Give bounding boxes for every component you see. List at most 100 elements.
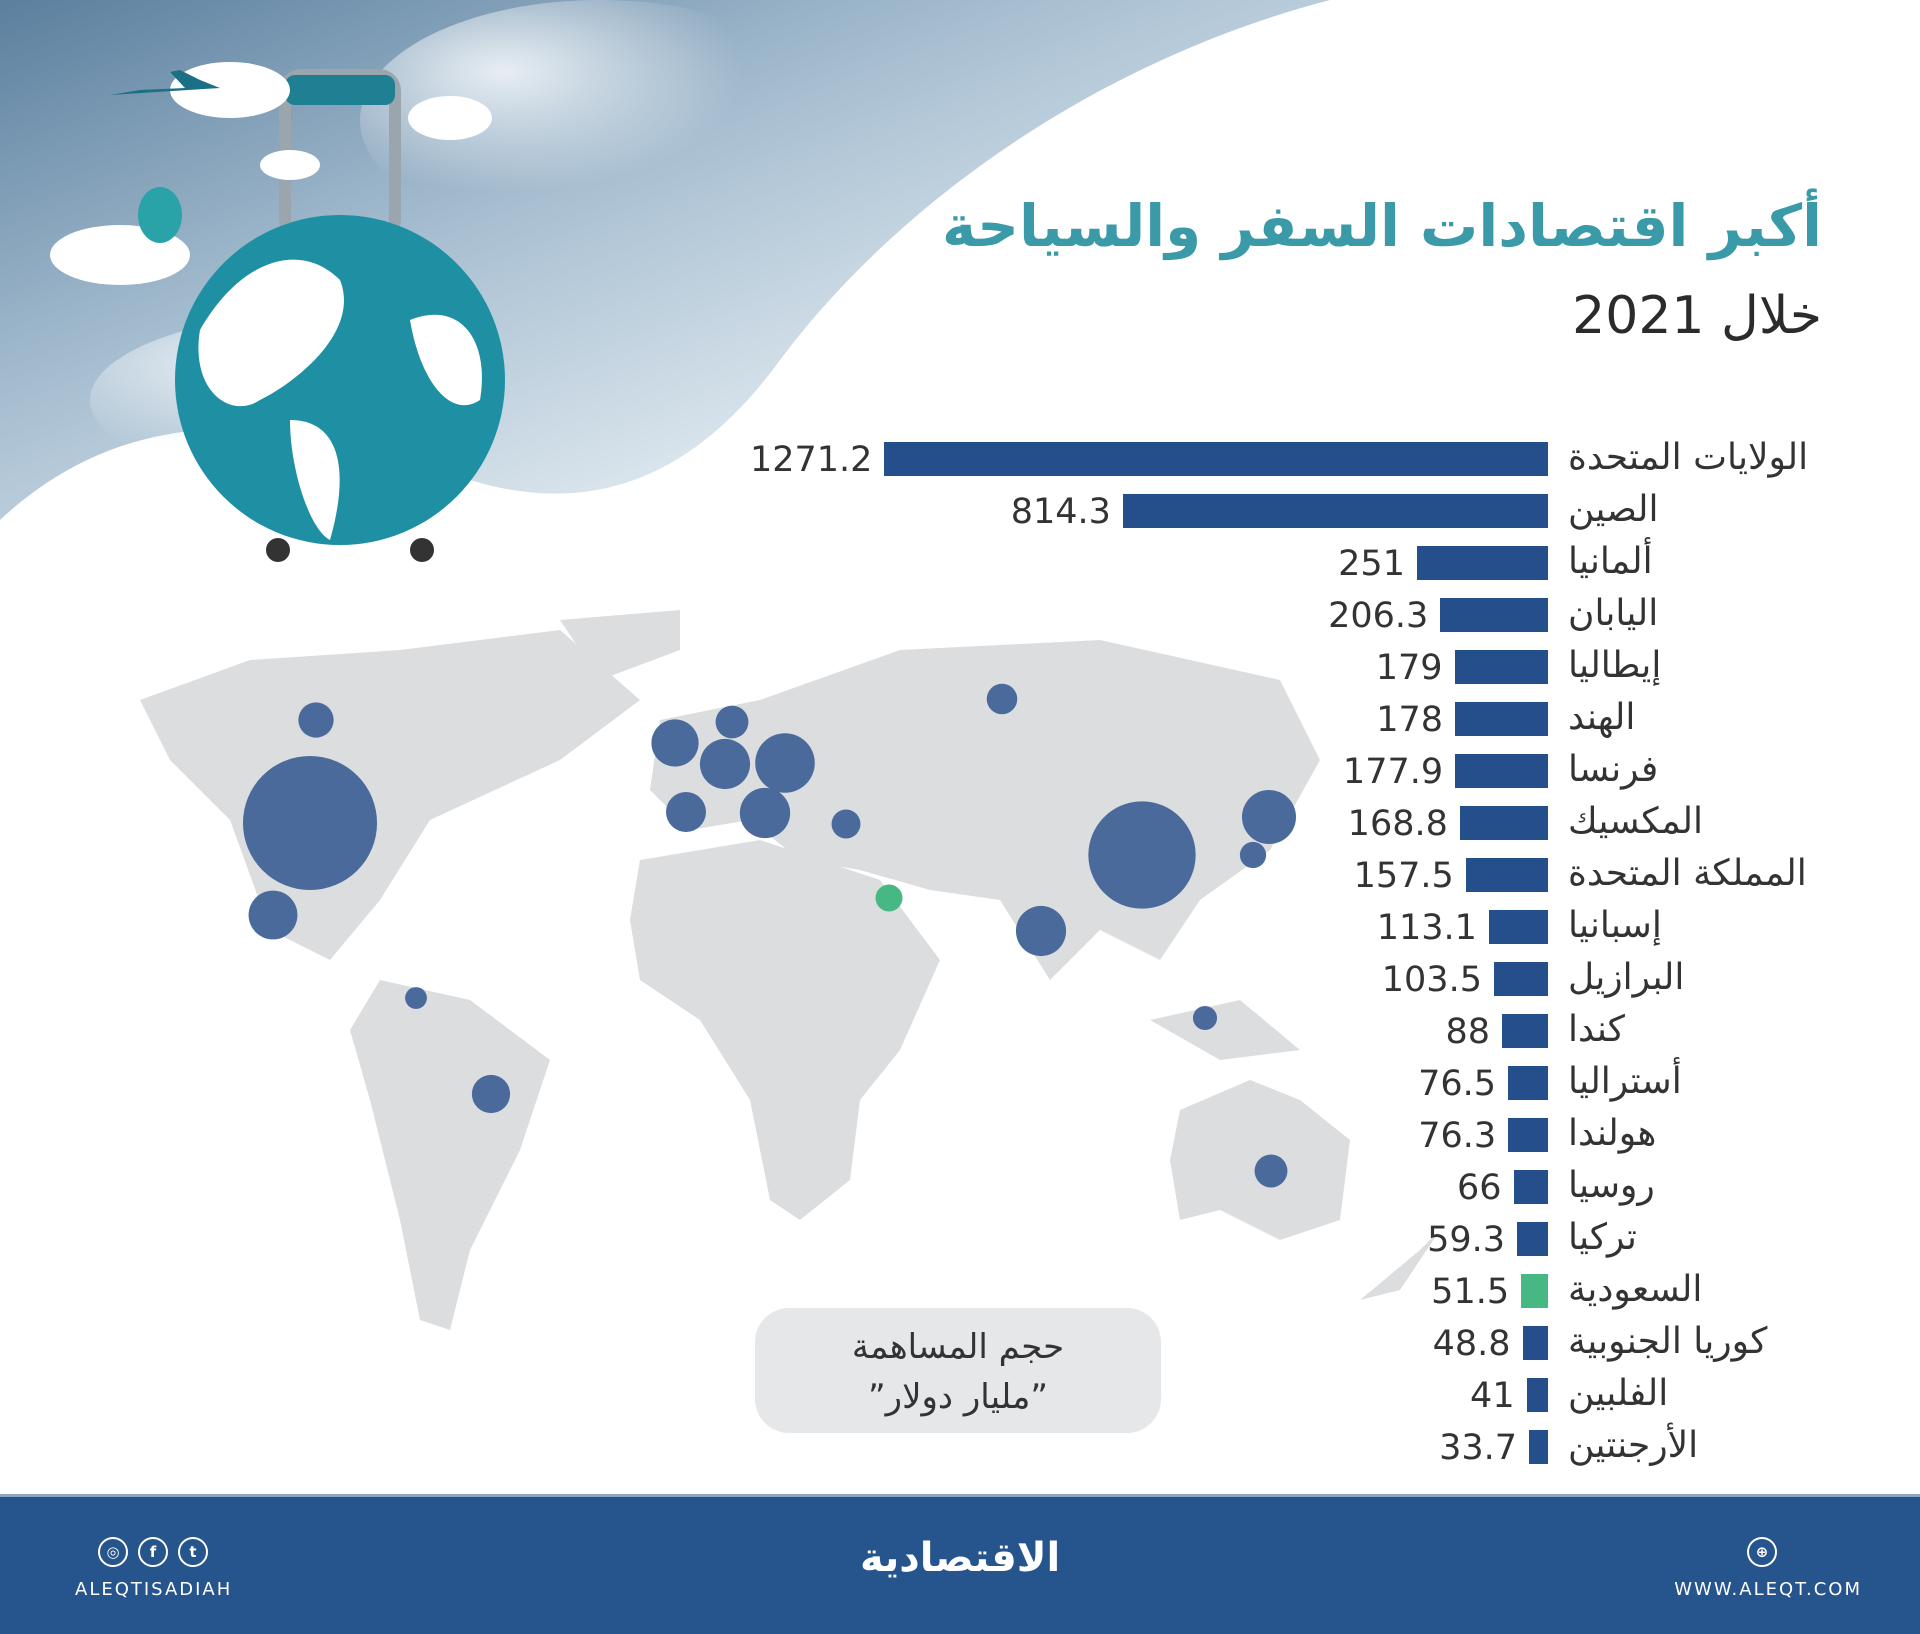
legend-line-2: ”مليار دولار” [868,1377,1048,1417]
value-label: 168.8 [1347,804,1448,844]
value-label: 157.5 [1353,856,1454,896]
bar [1465,858,1548,892]
bar [1459,806,1548,840]
value-label: 177.9 [1342,752,1444,792]
bar [1529,1430,1548,1464]
category-label: المملكة المتحدة [1568,853,1807,894]
value-label: 178 [1376,700,1444,740]
bar-row: المكسيك 168.8 [0,802,1920,854]
category-label: اليابان [1568,593,1659,634]
bar-row: فرنسا 177.9 [0,750,1920,802]
bar [1454,650,1548,684]
bar-row: ألمانيا 251 [0,542,1920,594]
map-bubble [875,884,903,912]
unit-legend: حجم المساهمة ”مليار دولار” [755,1308,1161,1433]
bar-row: إيطاليا 179 [0,646,1920,698]
map-bubble [1241,789,1297,845]
social-handle[interactable]: ALEQTISADIAH [75,1579,233,1600]
balloon-icon [138,187,182,243]
bar-row: تركيا 59.3 [0,1218,1920,1270]
facebook-icon[interactable]: f [138,1537,168,1567]
category-label: روسيا [1568,1165,1655,1206]
airplane-icon [110,70,220,95]
bar [1493,962,1548,996]
bar [1416,546,1548,580]
category-label: ألمانيا [1568,541,1653,582]
map-bubble [1239,841,1267,869]
category-label: الفلبين [1568,1373,1669,1414]
bar [884,442,1548,476]
category-label: كوريا الجنوبية [1568,1321,1768,1362]
value-label: 76.3 [1418,1116,1497,1156]
category-label: الصين [1568,489,1659,530]
value-label: 33.7 [1439,1428,1517,1468]
value-label: 113.1 [1376,908,1477,948]
map-bubble [755,733,815,793]
bar-row: الهند 178 [0,698,1920,750]
globe-icon: ⊕ [1747,1537,1777,1567]
website-link[interactable]: WWW.ALEQT.COM [1674,1579,1862,1600]
bar [1502,1014,1548,1048]
map-bubble [242,755,378,891]
category-label: الأرجنتين [1568,1425,1699,1466]
map-bubble [1254,1154,1288,1188]
legend-line-1: حجم المساهمة [851,1327,1065,1367]
map-bubble [1088,801,1196,909]
map-bubble [699,738,751,790]
page-title: أكبر اقتصادات السفر والسياحة [942,192,1822,260]
bar-row: الولايات المتحدة 1271.2 [0,438,1920,490]
map-bubble [1015,905,1067,957]
map-bubble [248,890,298,940]
value-label: 206.3 [1328,596,1429,636]
bar-row: الصين 814.3 [0,490,1920,542]
bar-row: الفلبين 41 [0,1374,1920,1426]
bar [1526,1378,1548,1412]
instagram-icon[interactable]: ◎ [98,1537,128,1567]
bar [1508,1118,1548,1152]
category-label: المكسيك [1568,801,1703,842]
map-bubble [831,809,861,839]
bar [1455,702,1548,736]
bar-row: هولندا 76.3 [0,1114,1920,1166]
value-label: 1271.2 [749,440,873,480]
value-label: 48.8 [1432,1324,1511,1364]
map-bubble [666,792,706,832]
map-bubble [739,787,791,839]
page-subtitle: خلال 2021 [1572,286,1822,346]
value-label: 59.3 [1427,1220,1506,1260]
bar [1488,910,1548,944]
value-label: 88 [1445,1012,1491,1052]
category-label: الهند [1568,697,1636,738]
bar-row: البرازيل 103.5 [0,958,1920,1010]
category-label: كندا [1568,1009,1625,1050]
category-label: إيطاليا [1568,645,1662,686]
value-label: 41 [1470,1376,1515,1416]
category-label: تركيا [1568,1217,1637,1258]
value-label: 179 [1375,648,1443,688]
map-bubble [986,683,1018,715]
category-label: البرازيل [1568,957,1685,998]
bar [1440,598,1548,632]
bar [1455,754,1548,788]
world-map [140,610,1440,1330]
map-bubble [471,1074,511,1114]
category-label: أستراليا [1568,1061,1682,1102]
brand-logo: الاقتصادية [860,1535,1061,1581]
bar [1513,1170,1548,1204]
value-label: 103.5 [1381,960,1482,1000]
category-label: الولايات المتحدة [1568,437,1809,478]
category-label: إسبانيا [1568,905,1662,946]
bar-row: كندا 88 [0,1010,1920,1062]
map-bubble [405,987,427,1009]
bar [1508,1066,1548,1100]
twitter-icon[interactable]: t [178,1537,208,1567]
bar-row: إسبانيا 113.1 [0,906,1920,958]
map-bubble [715,705,749,739]
value-label: 76.5 [1418,1064,1497,1104]
bar [1122,494,1548,528]
value-label: 51.5 [1431,1272,1510,1312]
footer: ◎ f t ALEQTISADIAH الاقتصادية ⊕ WWW.ALEQ… [0,1494,1920,1634]
bar-row: اليابان 206.3 [0,594,1920,646]
map-bubbles [242,683,1297,1188]
